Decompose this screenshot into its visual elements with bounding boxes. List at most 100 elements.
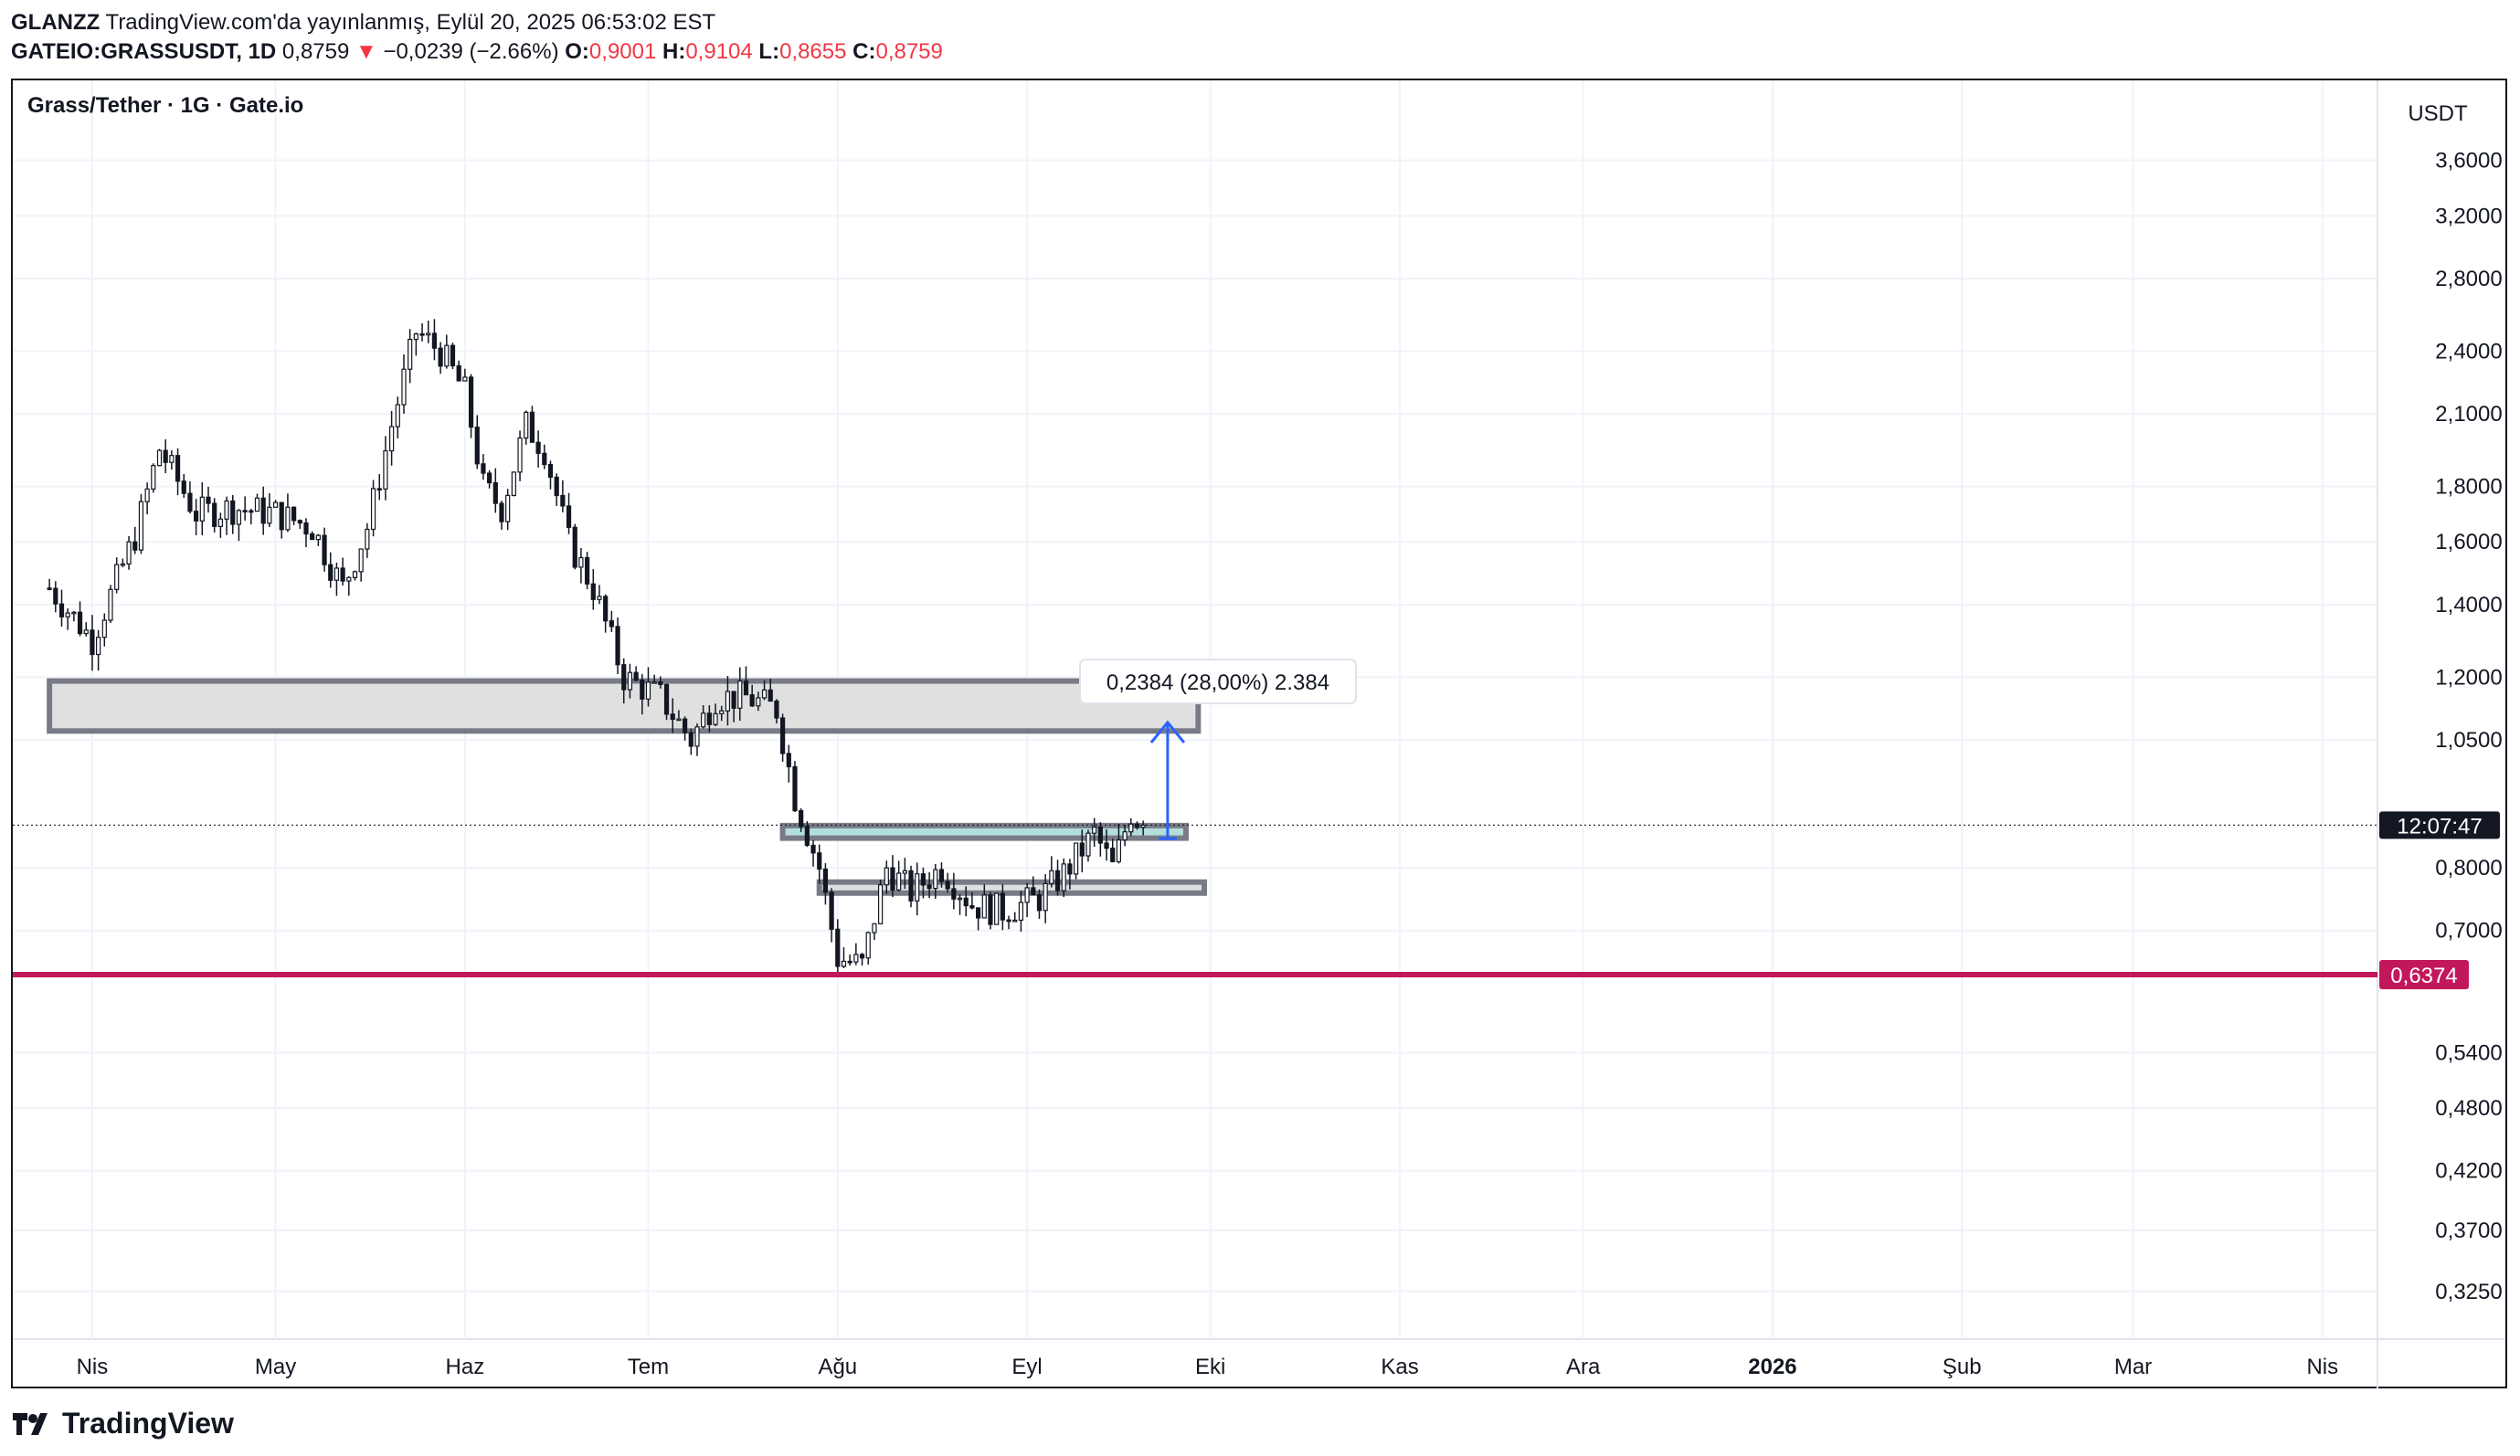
candle-body <box>260 497 266 524</box>
candle-body <box>969 904 975 909</box>
candle-body <box>670 713 675 721</box>
candle-body <box>1122 831 1128 841</box>
candle-body <box>322 534 327 565</box>
price-tick-label: 0,4200 <box>2435 1159 2502 1184</box>
candle-body <box>799 809 804 828</box>
overlays-layer: 12:07:47 0,6374 0,2384 (28,00%) 2.384 <box>13 659 2500 989</box>
candle-body <box>731 691 736 709</box>
candle-body <box>53 587 58 605</box>
candle-body <box>725 691 731 712</box>
candle-body <box>285 506 291 531</box>
candle-body <box>279 501 284 531</box>
candle-body <box>310 533 315 541</box>
high-value: 0,9104 <box>685 39 753 64</box>
candle-body <box>615 626 620 666</box>
candle-body <box>933 869 938 890</box>
candle-body <box>719 710 725 714</box>
candle-body <box>1012 919 1018 923</box>
candle-body <box>640 680 645 700</box>
candle-body <box>621 664 627 691</box>
tradingview-logo[interactable]: TradingView <box>11 1407 234 1440</box>
candle-body <box>474 427 480 465</box>
candle-body <box>597 596 602 600</box>
candle-body <box>1000 892 1005 921</box>
candle-body <box>419 332 425 336</box>
price-tick-label: 0,3250 <box>2435 1280 2502 1304</box>
candle-body <box>890 867 895 891</box>
candle-body <box>756 697 761 707</box>
candle-body <box>1079 842 1085 857</box>
candle-body <box>1036 894 1043 912</box>
candle-body <box>749 694 755 707</box>
time-tick-label: Tem <box>628 1355 669 1379</box>
candle-body <box>701 712 706 728</box>
candle-body <box>683 718 688 733</box>
last-price: 0,8759 <box>281 39 350 64</box>
price-axis: USDT 3,6000 3,2000 2,8000 2,4000 2,1000 1,8000… <box>2408 101 2502 1304</box>
price-tick-label: 2,1000 <box>2435 402 2502 427</box>
candle-body <box>444 344 450 367</box>
measure-arrow-head <box>1149 720 1186 744</box>
candle-body <box>370 488 376 531</box>
candle-body <box>505 494 511 522</box>
candle-body <box>1110 848 1116 862</box>
candle-body <box>230 500 236 525</box>
price-tick-label: 1,4000 <box>2435 593 2502 617</box>
candle-body <box>96 637 101 656</box>
support-price-badge <box>2379 959 2469 989</box>
candle-body <box>786 753 791 768</box>
candle-body <box>713 712 718 725</box>
candle-body <box>884 867 889 886</box>
measure-label: 0,2384 (28,00%) 2.384 <box>1106 670 1329 695</box>
candle-body <box>126 541 132 565</box>
candle-body <box>1097 826 1103 844</box>
candle-body <box>810 844 816 854</box>
candle-body <box>58 603 65 617</box>
lower-support-zone <box>816 879 1208 896</box>
candle-body <box>47 587 52 590</box>
candle-body <box>761 689 768 699</box>
candle-body <box>65 612 70 617</box>
candle-body <box>408 338 413 370</box>
candle-body <box>346 576 352 582</box>
time-tick-label: Şub <box>1943 1355 1982 1379</box>
time-tick-label: Ara <box>1566 1355 1601 1379</box>
candle-body <box>1031 887 1036 896</box>
candle-body <box>438 347 443 367</box>
candles-layer <box>47 319 1146 974</box>
candle-body <box>877 884 884 924</box>
time-tick-label: Haz <box>446 1355 485 1379</box>
tradingview-logo-icon <box>13 1412 48 1435</box>
candle-body <box>817 852 822 870</box>
price-tick-label: 1,0500 <box>2435 728 2502 753</box>
candle-body <box>1134 823 1140 828</box>
candle-body <box>401 368 407 406</box>
candle-body <box>853 954 859 963</box>
candle-body <box>1006 919 1011 923</box>
time-tick-label: Kas <box>1381 1355 1418 1379</box>
candle-body <box>829 892 834 930</box>
time-tick-label: Mar <box>2114 1355 2152 1379</box>
candle-body <box>535 441 541 454</box>
candle-body <box>389 426 395 452</box>
candle-body <box>328 564 334 581</box>
candle-body <box>896 872 902 891</box>
close-label: C: <box>852 39 876 64</box>
candle-body <box>217 518 223 527</box>
candle-body <box>163 449 168 463</box>
candle-body <box>688 732 694 747</box>
candle-body <box>994 892 1000 925</box>
candle-body <box>920 873 926 886</box>
candle-body <box>902 870 907 874</box>
down-arrow-icon: ▼ <box>355 39 377 64</box>
price-tick-label: 3,2000 <box>2435 204 2502 228</box>
candle-body <box>908 870 914 902</box>
time-tick-label: Nis <box>2306 1355 2338 1379</box>
candle-body <box>1024 887 1030 903</box>
symbol-name: GATEIO:GRASSUSDT, 1D <box>11 39 277 64</box>
candle-body <box>779 717 786 754</box>
open-value: 0,9001 <box>588 39 657 64</box>
candle-body <box>224 500 229 520</box>
candle-body <box>187 492 193 512</box>
